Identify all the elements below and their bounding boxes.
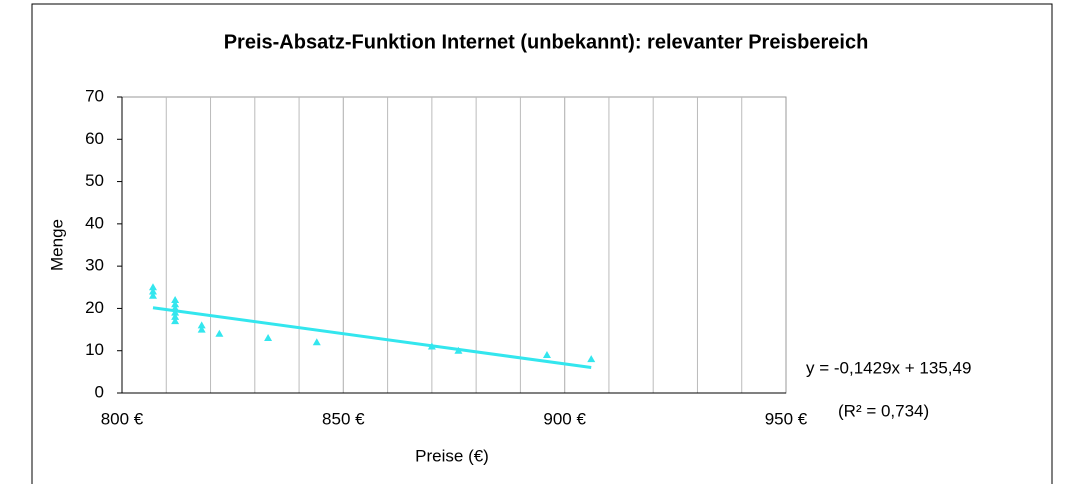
point (264, 334, 273, 342)
point (171, 317, 180, 325)
point (542, 350, 551, 358)
y-tick-label: 60 (85, 129, 104, 148)
point (171, 295, 180, 303)
x-tick-label: 850 € (322, 409, 365, 428)
r-squared: (R² = 0,734) (838, 401, 929, 420)
point (171, 312, 180, 320)
x-axis-label: Preise (€) (415, 446, 489, 465)
point (312, 338, 321, 346)
y-tick-label: 50 (85, 171, 104, 190)
y-tick-label: 40 (85, 213, 104, 232)
plot-area (121, 96, 787, 394)
y-tick-label: 0 (95, 382, 104, 401)
point (215, 329, 224, 337)
trend-equation: y = -0,1429x + 135,49 (806, 358, 971, 377)
x-tick-label: 950 € (765, 409, 808, 428)
chart-title: Preis-Absatz-Funktion Internet (unbekann… (224, 31, 869, 53)
point (587, 355, 596, 363)
point (171, 308, 180, 316)
point (197, 325, 206, 333)
point (454, 346, 463, 354)
point (148, 291, 157, 299)
y-tick-label: 20 (85, 298, 104, 317)
point (427, 342, 436, 350)
y-tick-label: 70 (85, 86, 104, 105)
y-tick-label: 10 (85, 340, 104, 359)
trendline (152, 306, 592, 370)
point (171, 300, 180, 308)
point (197, 321, 206, 329)
x-tick-label: 800 € (101, 409, 144, 428)
y-tick-label: 30 (85, 256, 104, 275)
y-axis-label: Menge (47, 219, 66, 271)
point (148, 287, 157, 295)
point (148, 283, 157, 291)
point (171, 304, 180, 312)
x-tick-label: 900 € (543, 409, 586, 428)
